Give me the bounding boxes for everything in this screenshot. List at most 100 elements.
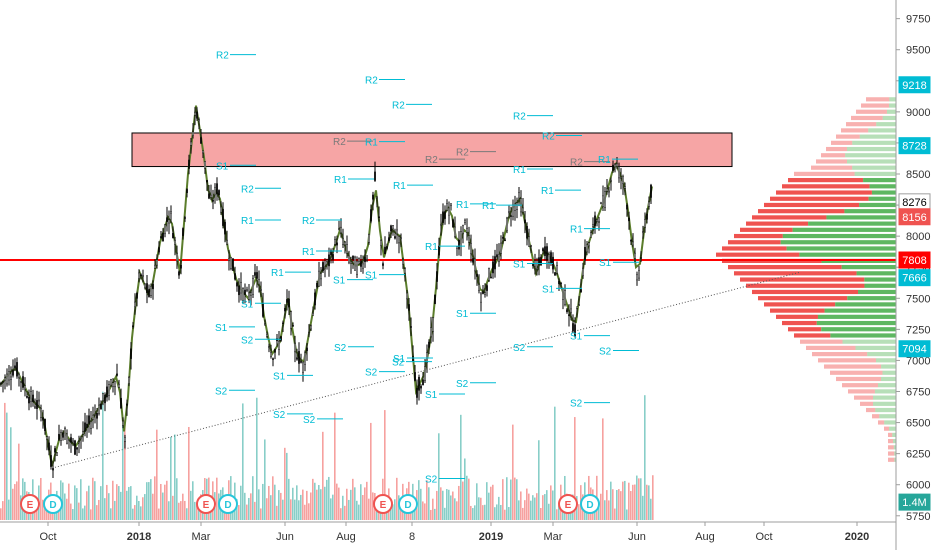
volume-bar <box>612 489 614 520</box>
candle-body <box>82 431 84 435</box>
volume-bar <box>84 505 86 520</box>
candle-body <box>540 256 542 265</box>
candle-body <box>176 252 178 262</box>
candle-body <box>24 385 26 390</box>
volume-bar <box>176 478 178 520</box>
candle-body <box>358 258 360 262</box>
candle-body <box>70 437 72 443</box>
candle-body <box>100 403 102 410</box>
volume-bar <box>100 486 102 520</box>
candle-body <box>44 418 46 431</box>
volume-bar <box>422 501 424 520</box>
candle-body <box>586 244 588 253</box>
volume-profile-down <box>836 376 882 382</box>
volume-profile-up <box>859 202 896 208</box>
candle-body <box>626 204 628 210</box>
volume-bar <box>160 483 162 520</box>
pivot-label: R2 <box>456 148 469 159</box>
candle-body <box>450 203 452 206</box>
volume-profile-up <box>859 134 896 139</box>
volume-profile-up <box>893 439 896 444</box>
candle-body <box>522 207 524 213</box>
candle-body <box>142 275 144 277</box>
candle-body <box>254 272 256 276</box>
volume-bar <box>618 489 620 520</box>
volume-bar <box>80 479 82 520</box>
candle-body <box>612 164 614 171</box>
volume-profile-down <box>888 432 893 437</box>
price-tick-label: 8500 <box>906 169 930 181</box>
volume-profile-up <box>845 153 896 158</box>
candle-body <box>40 407 42 418</box>
pivot-label: S1 <box>456 309 469 320</box>
volume-bar <box>424 503 426 520</box>
volume-profile-up <box>873 395 896 400</box>
volume-profile-down <box>740 277 865 282</box>
candle-body <box>566 309 568 313</box>
candle-body <box>122 420 124 426</box>
volume-profile-down <box>851 115 883 121</box>
volume-bar <box>86 491 88 520</box>
volume-bar <box>154 476 156 520</box>
pivot-label: R1 <box>456 200 469 211</box>
volume-bar <box>458 485 460 520</box>
volume-bar <box>336 483 338 520</box>
candle-body <box>22 376 24 388</box>
candle-body <box>202 150 204 154</box>
candle-body <box>458 239 460 250</box>
volume-bar <box>116 484 118 520</box>
volume-profile-down <box>788 178 864 183</box>
candle-body <box>470 242 472 255</box>
candle-body <box>590 232 592 238</box>
pivot-label: R1 <box>365 138 378 149</box>
volume-profile-up <box>884 420 896 425</box>
volume-bar <box>650 498 652 520</box>
volume-profile-down <box>752 215 827 220</box>
candle-body <box>146 283 148 294</box>
price-tick-label: 9500 <box>906 45 930 57</box>
pivot-label: R1 <box>541 186 554 197</box>
candle-body <box>66 433 68 444</box>
pivot-label: S2 <box>425 475 438 486</box>
candle-body <box>634 252 636 259</box>
candle-body <box>240 281 242 294</box>
time-tick-label: Oct <box>39 531 56 543</box>
volume-bar <box>358 504 360 520</box>
candle-body <box>228 258 230 262</box>
candle-body <box>80 436 82 440</box>
volume-bar <box>510 479 512 520</box>
volume-bar <box>266 498 268 520</box>
event-marker-dividend <box>218 494 238 514</box>
candle-body <box>422 379 424 386</box>
volume-profile-up <box>826 215 896 220</box>
volume-bar <box>296 485 298 520</box>
candle-body <box>392 225 394 230</box>
volume-bar <box>290 499 292 520</box>
price-tag-box <box>898 76 931 94</box>
candle-body <box>274 349 276 353</box>
volume-bar <box>180 501 182 520</box>
candle-body <box>330 250 332 256</box>
volume-bar <box>524 500 526 520</box>
candle-body <box>608 190 610 193</box>
candle-body <box>418 376 420 391</box>
volume-bar <box>300 494 302 520</box>
volume-bar <box>164 484 166 520</box>
volume-bar <box>502 479 504 520</box>
candle-body <box>378 216 380 218</box>
volume-profile-up <box>889 426 896 431</box>
volume-profile-down <box>758 209 845 214</box>
candle-body <box>194 112 196 116</box>
volume-profile-down <box>734 233 783 239</box>
candle-body <box>554 272 556 276</box>
candle-body <box>578 304 580 307</box>
candle-body <box>384 246 386 255</box>
candle-body <box>264 323 266 325</box>
volume-profile-down <box>728 265 842 270</box>
candle-body <box>306 347 308 352</box>
volume-bar <box>286 452 288 520</box>
volume-bar <box>628 482 630 520</box>
candle-body <box>168 219 170 224</box>
volume-bar <box>552 490 554 520</box>
